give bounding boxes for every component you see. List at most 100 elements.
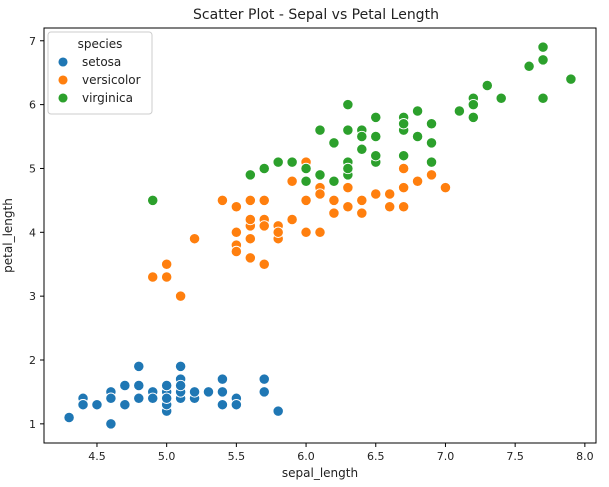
data-point-virginica: [300, 162, 312, 175]
data-point-virginica: [467, 111, 479, 124]
data-point-virginica: [147, 194, 159, 207]
x-tick-label: 7.5: [506, 450, 524, 463]
data-point-setosa: [161, 392, 173, 404]
data-point-versicolor: [439, 181, 452, 194]
legend-marker-versicolor: [57, 74, 69, 86]
data-point-versicolor: [356, 194, 368, 207]
data-point-versicolor: [328, 194, 340, 207]
data-point-virginica: [314, 124, 326, 136]
y-axis: 1 2 3 4 5 6 7: [29, 35, 44, 431]
data-point-virginica: [342, 124, 354, 136]
data-point-virginica: [342, 162, 354, 175]
data-point-virginica: [342, 98, 354, 111]
data-point-versicolor: [161, 271, 173, 283]
data-point-virginica: [300, 175, 312, 187]
x-axis: 4.5 5.0 5.5 6.0 6.5 7.0 7.5 8.0: [88, 443, 594, 463]
data-point-versicolor: [286, 175, 298, 187]
data-point-virginica: [356, 130, 368, 143]
x-tick-label: 4.5: [88, 450, 106, 463]
data-point-setosa: [188, 386, 201, 398]
data-point-setosa: [272, 405, 284, 417]
data-point-virginica: [537, 41, 549, 53]
data-point-virginica: [411, 130, 424, 143]
data-point-versicolor: [244, 213, 256, 226]
data-point-virginica: [523, 60, 535, 72]
data-point-setosa: [105, 392, 117, 404]
data-point-virginica: [481, 79, 493, 92]
legend: species setosa versicolor virginica: [47, 31, 153, 115]
data-point-setosa: [105, 418, 117, 430]
data-point-virginica: [397, 150, 410, 162]
data-point-virginica: [286, 156, 298, 168]
y-tick-label: 4: [29, 226, 36, 239]
x-tick-label: 8.0: [576, 450, 594, 463]
data-point-virginica: [244, 169, 256, 181]
y-tick-label: 7: [29, 35, 36, 48]
data-point-versicolor: [397, 201, 410, 213]
data-point-versicolor: [188, 233, 201, 245]
data-point-versicolor: [411, 175, 424, 187]
y-tick-label: 2: [29, 354, 36, 367]
data-point-setosa: [133, 360, 145, 373]
data-point-versicolor: [314, 188, 326, 200]
legend-marker-virginica: [57, 92, 69, 104]
data-point-setosa: [133, 379, 145, 392]
data-point-versicolor: [161, 258, 173, 270]
legend-title: species: [78, 37, 123, 51]
data-point-setosa: [216, 386, 229, 398]
y-tick-label: 5: [29, 162, 36, 175]
data-point-virginica: [370, 111, 382, 124]
y-tick-label: 1: [29, 418, 36, 431]
legend-label-virginica: virginica: [82, 91, 133, 105]
data-point-virginica: [328, 175, 340, 187]
data-point-virginica: [314, 169, 326, 181]
data-point-versicolor: [230, 226, 243, 238]
x-tick-label: 5.0: [158, 450, 176, 463]
data-point-versicolor: [174, 290, 187, 302]
data-point-setosa: [202, 386, 215, 398]
data-point-versicolor: [147, 271, 159, 283]
data-point-setosa: [230, 399, 243, 411]
data-point-setosa: [119, 399, 131, 411]
data-point-virginica: [537, 54, 549, 66]
data-point-setosa: [174, 379, 187, 392]
data-point-versicolor: [300, 226, 312, 238]
data-point-virginica: [356, 143, 368, 155]
data-point-virginica: [425, 118, 438, 130]
data-point-virginica: [370, 130, 382, 143]
legend-label-setosa: setosa: [82, 55, 121, 69]
data-point-virginica: [565, 73, 577, 85]
data-point-setosa: [147, 392, 159, 404]
y-tick-label: 3: [29, 290, 36, 303]
data-point-versicolor: [342, 201, 354, 213]
data-point-virginica: [328, 137, 340, 149]
points-layer: [63, 41, 577, 430]
data-point-setosa: [161, 379, 173, 392]
data-point-virginica: [425, 137, 438, 149]
data-point-versicolor: [384, 188, 396, 200]
data-point-versicolor: [244, 252, 256, 264]
data-point-setosa: [119, 379, 131, 392]
data-point-versicolor: [425, 169, 438, 181]
data-point-virginica: [272, 156, 284, 168]
data-point-virginica: [467, 98, 479, 111]
x-tick-label: 5.5: [228, 450, 246, 463]
data-point-versicolor: [397, 162, 410, 175]
data-point-versicolor: [230, 201, 243, 213]
data-point-setosa: [216, 399, 229, 411]
data-point-setosa: [91, 399, 103, 411]
data-point-setosa: [174, 360, 187, 373]
data-point-versicolor: [300, 194, 312, 207]
y-axis-label: petal_length: [1, 198, 15, 273]
chart-title: Scatter Plot - Sepal vs Petal Length: [193, 7, 439, 23]
data-point-versicolor: [258, 258, 270, 270]
data-point-virginica: [537, 92, 549, 104]
data-point-versicolor: [314, 226, 326, 238]
data-point-versicolor: [244, 194, 256, 207]
x-axis-label: sepal_length: [282, 466, 358, 480]
data-point-versicolor: [328, 207, 340, 219]
legend-label-versicolor: versicolor: [82, 73, 141, 87]
data-point-virginica: [397, 118, 410, 130]
data-point-setosa: [63, 411, 75, 424]
data-point-versicolor: [286, 213, 298, 226]
